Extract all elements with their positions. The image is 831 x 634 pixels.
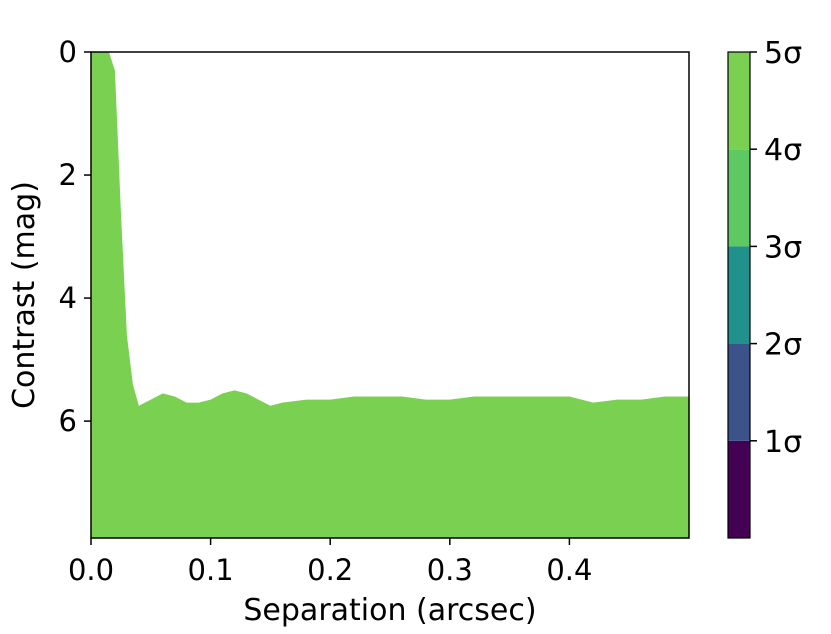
y-tick-label: 4 <box>59 281 77 315</box>
colorbar: 1σ 2σ 3σ 4σ 5σ <box>727 36 802 539</box>
colorbar-segment <box>728 440 750 538</box>
colorbar-tick-label: 4σ <box>764 133 802 168</box>
colorbar-segment <box>728 343 750 441</box>
y-tick-label: 0 <box>59 35 77 69</box>
y-axis-title: Contrast (mag) <box>7 181 42 409</box>
x-axis-title: Separation (arcsec) <box>243 593 536 628</box>
colorbar-segment <box>728 52 750 150</box>
y-tick-label: 6 <box>59 404 77 438</box>
colorbar-tick-label: 1σ <box>764 425 802 460</box>
colorbar-frame <box>727 51 751 539</box>
colorbar-tick-label: 2σ <box>764 328 802 363</box>
y-tick-label: 2 <box>59 158 77 192</box>
contour-bands <box>91 52 689 538</box>
x-tick-label: 0.3 <box>427 553 473 587</box>
x-tick-label: 0.0 <box>68 553 114 587</box>
axes-frame <box>90 51 690 539</box>
colorbar-tick-label: 3σ <box>764 230 802 265</box>
x-tick-label: 0.4 <box>546 553 592 587</box>
x-tick-label: 0.1 <box>188 553 234 587</box>
x-tick-label: 0.2 <box>307 553 353 587</box>
x-axis-ticks: 0.0 0.1 0.2 0.3 0.4 <box>68 538 592 587</box>
colorbar-segment <box>728 149 750 247</box>
y-axis-ticks: 0 2 4 6 <box>59 35 91 438</box>
contour-band-5 <box>91 52 689 538</box>
colorbar-tick-label: 5σ <box>764 36 802 71</box>
colorbar-segment <box>728 246 750 344</box>
